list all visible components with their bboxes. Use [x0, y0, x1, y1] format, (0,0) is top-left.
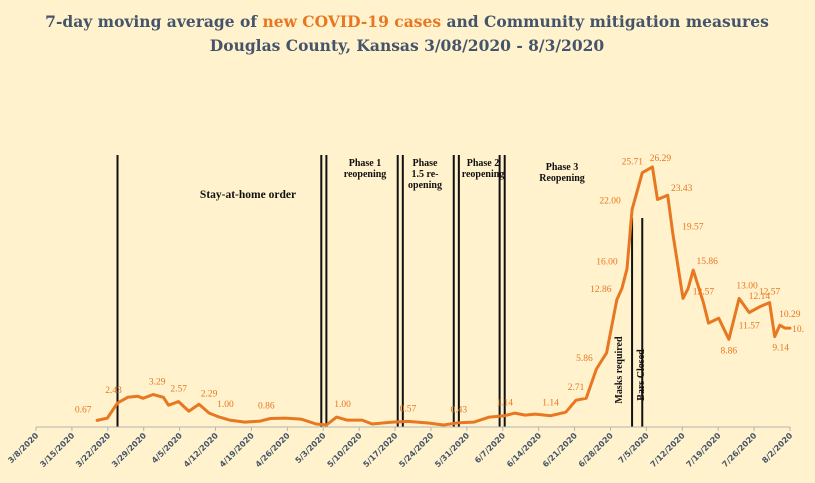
series-line: [95, 165, 792, 427]
x-tick-label: 4/5/2020: [150, 431, 184, 465]
data-label: 8.86: [721, 346, 738, 356]
x-tick-label: 7/12/2020: [649, 431, 687, 469]
data-label: 12.57: [693, 288, 715, 298]
phase-label: Phase 1.5 re-opening: [408, 158, 442, 191]
phase-label: Phase 3 Reopening: [539, 162, 585, 184]
vertical-annotation: Masks required: [614, 336, 625, 404]
chart-subtitle: Douglas County, Kansas 3/08/2020 - 8/3/2…: [210, 36, 605, 55]
data-label: 0.57: [400, 404, 417, 414]
data-label: 5.86: [576, 354, 593, 364]
data-label: 2.43: [105, 386, 122, 396]
x-tick-label: 5/10/2020: [326, 431, 364, 469]
data-label: 1.14: [496, 399, 513, 409]
data-label: 26.29: [650, 154, 672, 164]
data-label: 23.43: [671, 184, 693, 194]
x-tick-label: 3/29/2020: [110, 431, 148, 469]
data-label: 11.57: [739, 322, 760, 332]
title-part1: 7-day moving average of: [45, 12, 262, 31]
data-label: 0.67: [75, 405, 92, 415]
data-label: 0.86: [258, 401, 275, 411]
mitigation-lines: [116, 155, 644, 427]
x-tick-label: 7/5/2020: [617, 431, 651, 465]
data-label: 22.00: [599, 196, 621, 206]
x-tick-label: 3/8/2020: [6, 431, 40, 465]
chart-title: 7-day moving average of new COVID-19 cas…: [45, 12, 769, 31]
x-tick-label: 8/2/2020: [760, 431, 794, 465]
x-tick-label: 4/12/2020: [182, 431, 220, 469]
data-labels: 0.672.433.292.57 2.291.00 0.86 1.00 0.57 0.43…: [75, 154, 804, 416]
x-tick-label: 4/26/2020: [254, 431, 292, 469]
phase-label: Phase 2 reopening: [462, 158, 505, 180]
phase-label-line: Phase 2: [467, 158, 500, 169]
case-series: [95, 165, 792, 427]
phase-label: Stay-at-home order: [200, 189, 296, 201]
x-tick-label: 7/19/2020: [685, 431, 723, 469]
data-label: 12.57: [759, 288, 781, 298]
phase-label: Phase 1 reopening: [344, 158, 387, 180]
title-part3: and Community mitigation measures: [441, 12, 769, 31]
phase-label-line: Phase: [413, 158, 439, 169]
data-label: 12.86: [590, 285, 612, 295]
data-label: 9.14: [772, 344, 789, 354]
phase-label-line: reopening: [462, 169, 505, 180]
data-label: 12.14: [749, 292, 771, 302]
data-label: 2.29: [201, 389, 218, 399]
data-label: 13.00: [736, 281, 758, 291]
phase-label-line: Reopening: [539, 173, 585, 184]
x-tick-label: 5/17/2020: [361, 431, 399, 469]
x-tick-label: 3/22/2020: [74, 431, 112, 469]
phase-label-line: Stay-at-home order: [200, 189, 296, 201]
x-tick-label: 3/15/2020: [38, 431, 76, 469]
phase-label-line: reopening: [344, 169, 387, 180]
data-label: 2.71: [568, 383, 585, 393]
title-highlight: new COVID-19 cases: [262, 12, 441, 31]
phase-label-line: opening: [408, 180, 442, 191]
x-tick-label: 6/14/2020: [505, 431, 543, 469]
data-label: 3.29: [149, 377, 166, 387]
data-label: 16.00: [596, 258, 618, 268]
data-label: 2.57: [170, 385, 187, 395]
phase-label-line: 1.5 re-: [411, 169, 438, 180]
vertical-annotation: Bars Closed: [636, 349, 647, 401]
data-label: 0.43: [451, 406, 468, 416]
data-label: 10.: [792, 325, 804, 335]
data-label: 1.00: [217, 400, 234, 410]
x-tick-label: 4/19/2020: [218, 431, 256, 469]
x-tick-label: 5/24/2020: [397, 431, 435, 469]
data-label: 19.57: [682, 222, 704, 232]
data-label: 1.00: [334, 400, 351, 410]
data-label: 25.71: [622, 158, 644, 168]
x-tick-label: 7/26/2020: [720, 431, 758, 469]
phase-label-line: Phase 1: [349, 158, 382, 169]
x-tick-label: 5/31/2020: [433, 431, 471, 469]
x-tick-label: 5/3/2020: [294, 431, 328, 465]
data-label: 1.14: [542, 399, 559, 409]
x-tick-label: 6/28/2020: [577, 431, 615, 469]
data-label: 10.29: [779, 310, 801, 320]
x-tick-label: 6/7/2020: [473, 431, 507, 465]
x-tick-label: 6/21/2020: [541, 431, 579, 469]
data-label: 15.86: [697, 257, 719, 267]
phase-label-line: Phase 3: [546, 162, 579, 173]
